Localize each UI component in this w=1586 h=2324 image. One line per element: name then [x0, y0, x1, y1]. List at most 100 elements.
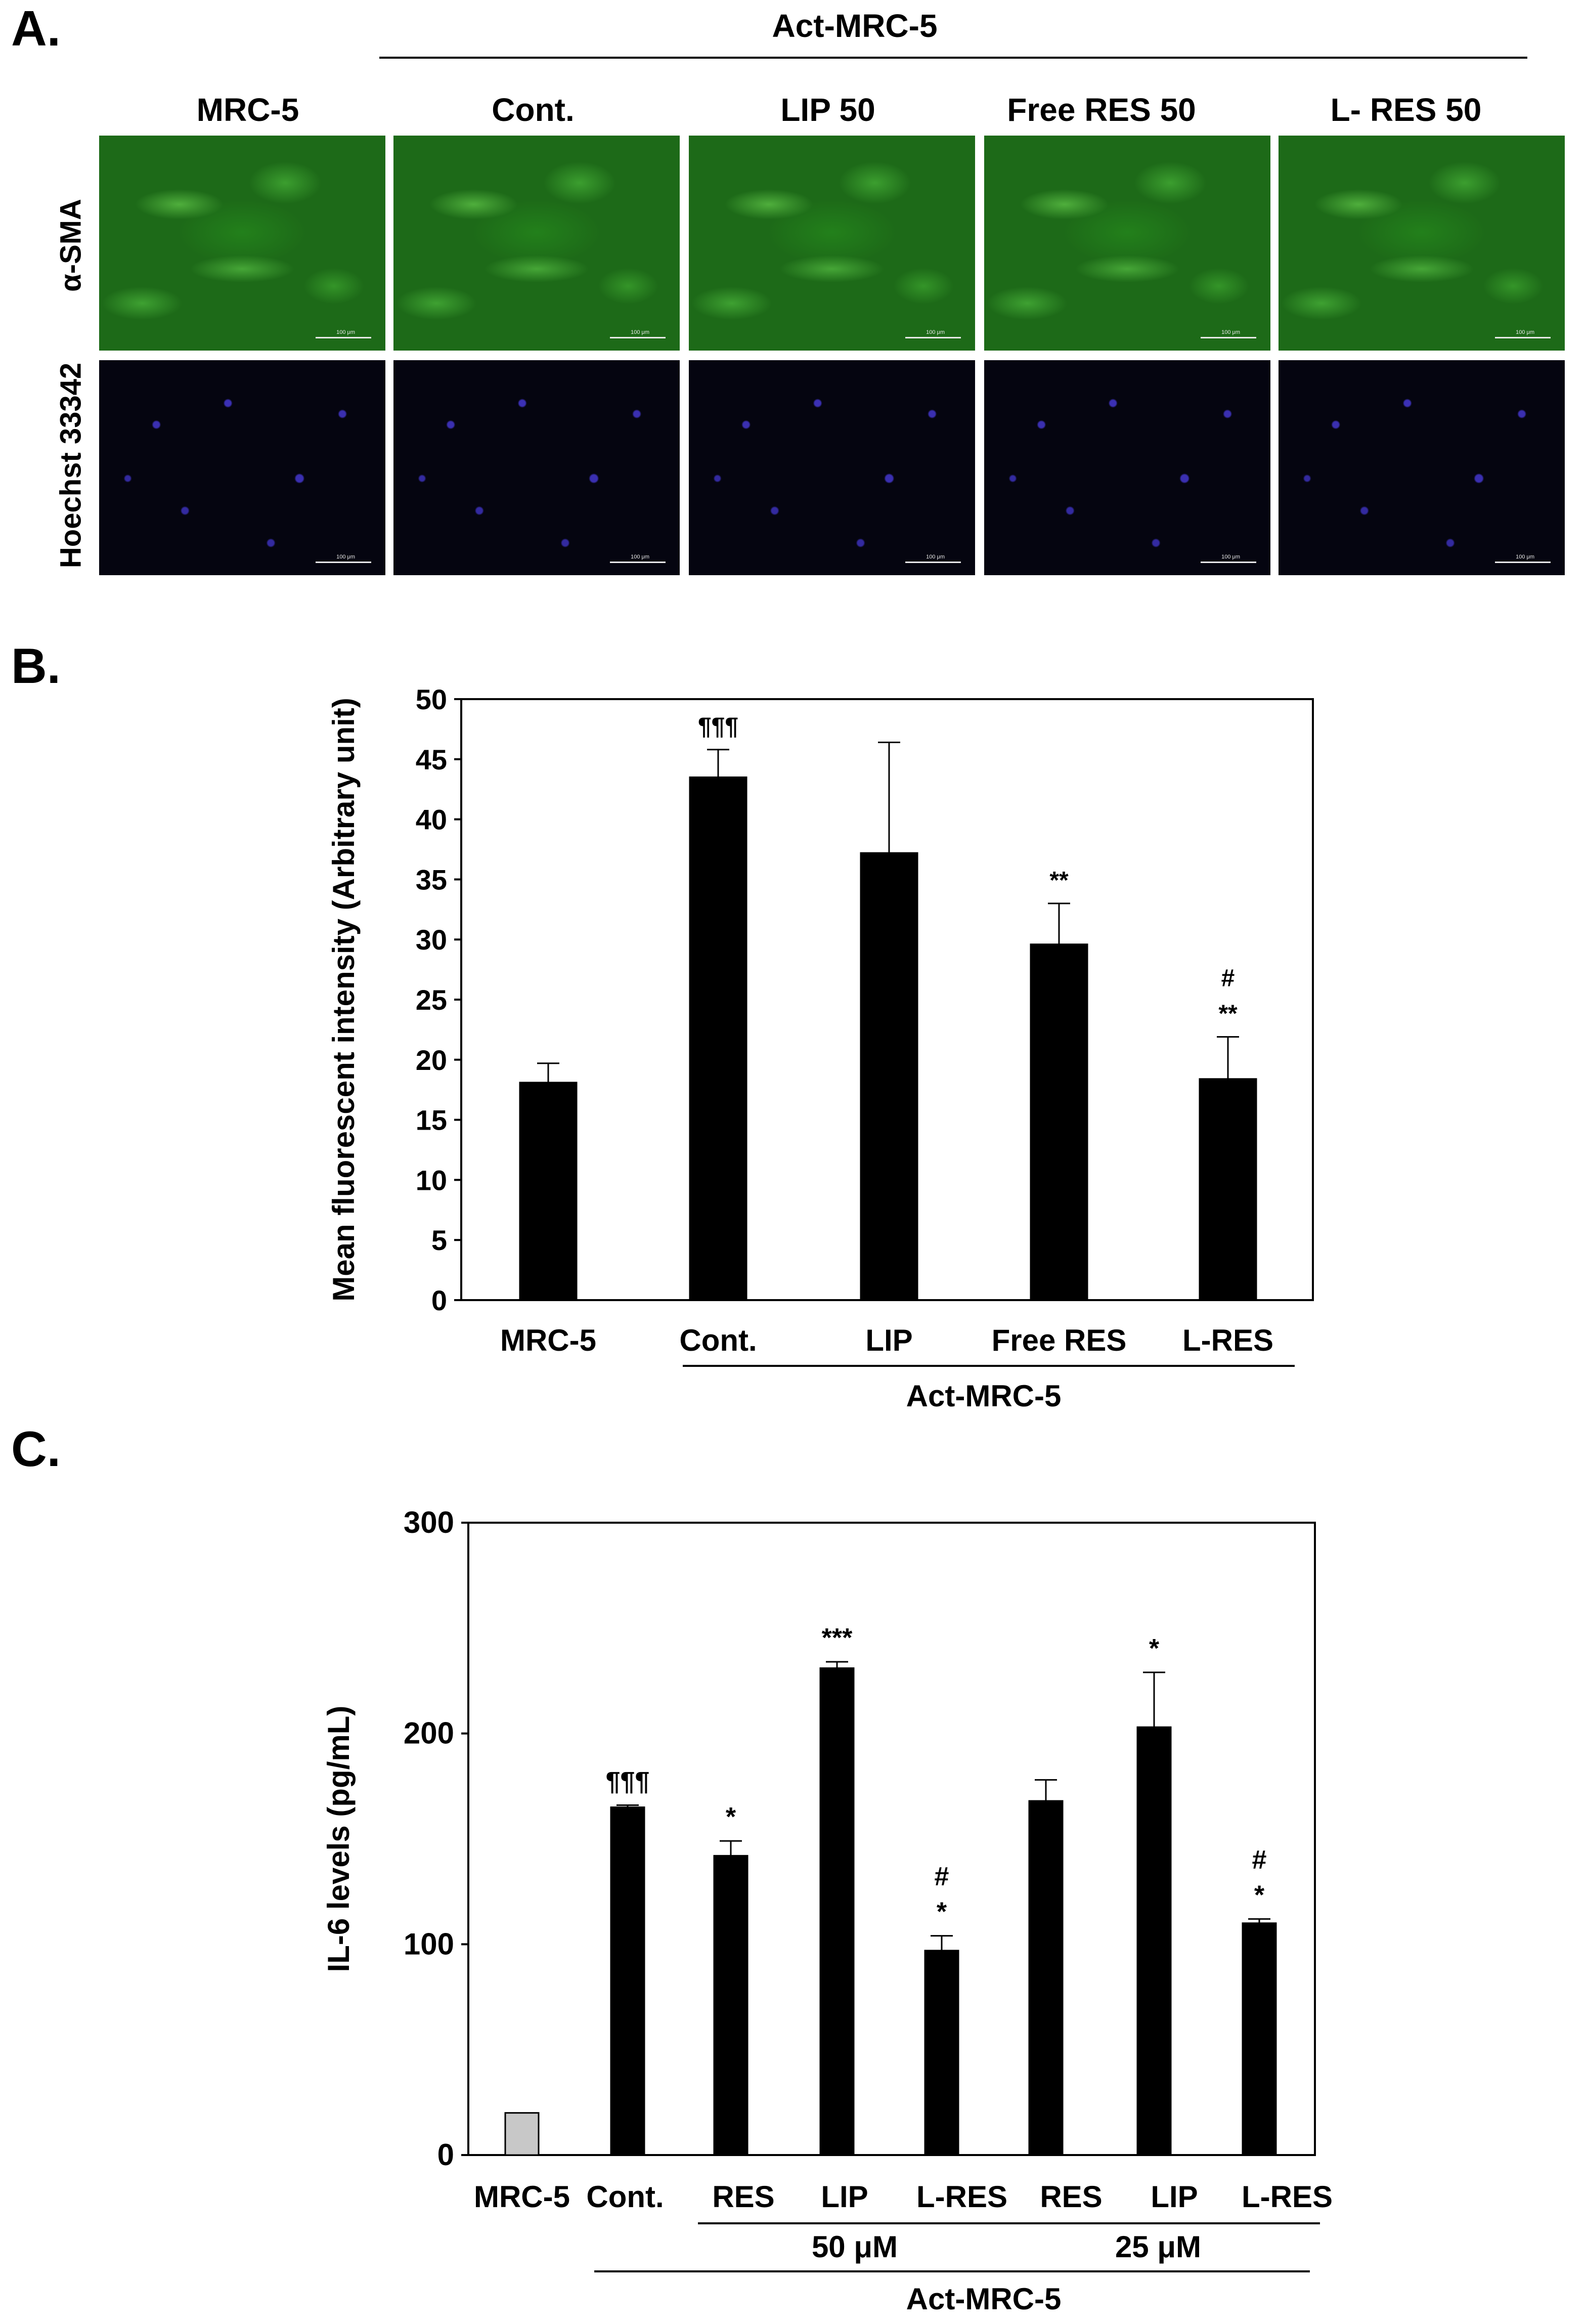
x-tick-label: MRC-5 — [474, 2180, 570, 2214]
y-tick-label: 25 — [416, 984, 447, 1016]
scale-bar — [610, 337, 666, 338]
y-tick-label: 10 — [416, 1164, 447, 1196]
row-label-hoechst: Hoechst 33342 — [54, 362, 87, 569]
y-tick-label: 35 — [416, 864, 447, 895]
bar-mrc-5 — [504, 2112, 540, 2156]
plot-frame — [467, 1522, 1316, 2156]
panel-a-group-line — [379, 57, 1527, 59]
panel-a-group-label: Act-MRC-5 — [772, 8, 938, 44]
bar-cont- — [610, 1806, 645, 2156]
chart-c: 0 100 200 300 IL-6 levels (pg/mL) MRC-5 ¶¶¶ Con… — [322, 1505, 1333, 2316]
scale-label: 100 μm — [1516, 554, 1534, 560]
significance-marker: * — [726, 1802, 736, 1832]
significance-marker: ¶¶¶ — [698, 713, 738, 740]
y-tick-label: 45 — [416, 744, 447, 776]
scale-label: 100 μm — [336, 554, 355, 560]
x-tick-label: Cont. — [586, 2180, 664, 2214]
micrograph-alpha-sma-lip50: 100 μm — [689, 136, 975, 351]
y-tick-label: 200 — [404, 1716, 454, 1750]
col-header-cont: Cont. — [492, 92, 575, 128]
col-header-free-res50: Free RES 50 — [1007, 92, 1196, 128]
scale-label: 100 μm — [336, 329, 355, 335]
scale-label: 100 μm — [1221, 554, 1240, 560]
y-tick-label: 5 — [431, 1224, 447, 1256]
x-tick-label: L-RES — [1242, 2180, 1333, 2214]
micrograph-hoechst-l-res50: 100 μm — [1279, 360, 1565, 575]
bar-l-res — [924, 1950, 959, 2156]
bar-lip — [819, 1667, 855, 2156]
x-tick-label: L-RES — [916, 2180, 1007, 2214]
y-tick-label: 300 — [404, 1505, 454, 1539]
x-tick-label: LIP — [865, 1323, 912, 1357]
y-tick-label: 30 — [416, 924, 447, 956]
group-label-c: Act-MRC-5 — [906, 2282, 1062, 2316]
y-tick-label: 100 — [404, 1927, 454, 1961]
bar-res — [713, 1855, 748, 2156]
bar-cont- — [689, 776, 747, 1301]
y-tick-label: 0 — [431, 1284, 447, 1316]
scale-bar — [905, 562, 961, 563]
scale-label: 100 μm — [926, 329, 945, 335]
scale-label: 100 μm — [1516, 329, 1534, 335]
col-header-l-res50: L- RES 50 — [1330, 92, 1482, 128]
y-axis-label: IL-6 levels (pg/mL) — [322, 1706, 356, 1972]
scale-bar — [1201, 337, 1256, 338]
significance-marker: # — [1221, 965, 1235, 992]
col-header-mrc5: MRC-5 — [196, 92, 299, 128]
micrograph-alpha-sma-cont: 100 μm — [393, 136, 680, 351]
dose-label-50: 50 μM — [812, 2230, 898, 2264]
scale-label: 100 μm — [926, 554, 945, 560]
bar-lip — [1136, 1726, 1172, 2156]
col-header-lip50: LIP 50 — [780, 92, 875, 128]
significance-marker: ¶¶¶ — [606, 1767, 650, 1796]
panel-a-letter: A. — [11, 1, 61, 56]
significance-marker: * — [1149, 1634, 1160, 1663]
significance-marker: ** — [1218, 1001, 1238, 1027]
x-tick-label: Cont. — [679, 1323, 757, 1357]
scale-bar — [905, 337, 961, 338]
x-tick-label: MRC-5 — [500, 1323, 596, 1357]
bar-free-res — [1030, 943, 1088, 1301]
row-label-alpha-sma: α-SMA — [54, 199, 87, 292]
scale-label: 100 μm — [631, 329, 649, 335]
x-tick-label: RES — [712, 2180, 774, 2214]
micrograph-hoechst-lip50: 100 μm — [689, 360, 975, 575]
micrograph-alpha-sma-l-res50: 100 μm — [1279, 136, 1565, 351]
scale-label: 100 μm — [631, 554, 649, 560]
significance-marker: # — [1252, 1845, 1267, 1874]
x-tick-label: LIP — [1151, 2180, 1198, 2214]
micrograph-hoechst-free-res50: 100 μm — [984, 360, 1270, 575]
scale-bar — [1495, 337, 1551, 338]
y-tick-label: 15 — [416, 1104, 447, 1136]
bar-mrc-5 — [519, 1082, 578, 1301]
significance-marker: * — [1254, 1880, 1265, 1910]
x-tick-label: LIP — [821, 2180, 868, 2214]
y-tick-label: 50 — [416, 683, 447, 715]
scale-bar — [1201, 562, 1256, 563]
panel-b-letter: B. — [11, 638, 61, 694]
significance-marker: # — [935, 1862, 949, 1891]
significance-marker: ** — [1049, 867, 1069, 894]
scale-bar — [610, 562, 666, 563]
y-tick-label: 40 — [416, 804, 447, 836]
bar-l-res — [1242, 1922, 1277, 2156]
dose-label-25: 25 μM — [1115, 2230, 1201, 2264]
micrograph-alpha-sma-mrc5: 100 μm — [99, 136, 385, 351]
x-tick-label: Free RES — [992, 1323, 1127, 1357]
panel-c-letter: C. — [11, 1421, 61, 1477]
micrograph-hoechst-mrc5: 100 μm — [99, 360, 385, 575]
y-tick-label: 20 — [416, 1044, 447, 1076]
x-tick-label: RES — [1040, 2180, 1102, 2214]
bar-res — [1028, 1800, 1064, 2156]
chart-b: 0 5 10 15 20 25 30 35 40 45 50 Mean fluorescent int… — [327, 683, 1314, 1413]
scale-bar — [316, 562, 371, 563]
y-axis-label: Mean fluorescent intensity (Arbitrary un… — [327, 698, 361, 1302]
micrograph-alpha-sma-free-res50: 100 μm — [984, 136, 1270, 351]
significance-marker: * — [937, 1898, 947, 1927]
scale-label: 100 μm — [1221, 329, 1240, 335]
y-tick-label: 0 — [437, 2138, 454, 2172]
micrograph-hoechst-cont: 100 μm — [393, 360, 680, 575]
significance-marker: *** — [822, 1623, 853, 1653]
scale-bar — [316, 337, 371, 338]
scale-bar — [1495, 562, 1551, 563]
